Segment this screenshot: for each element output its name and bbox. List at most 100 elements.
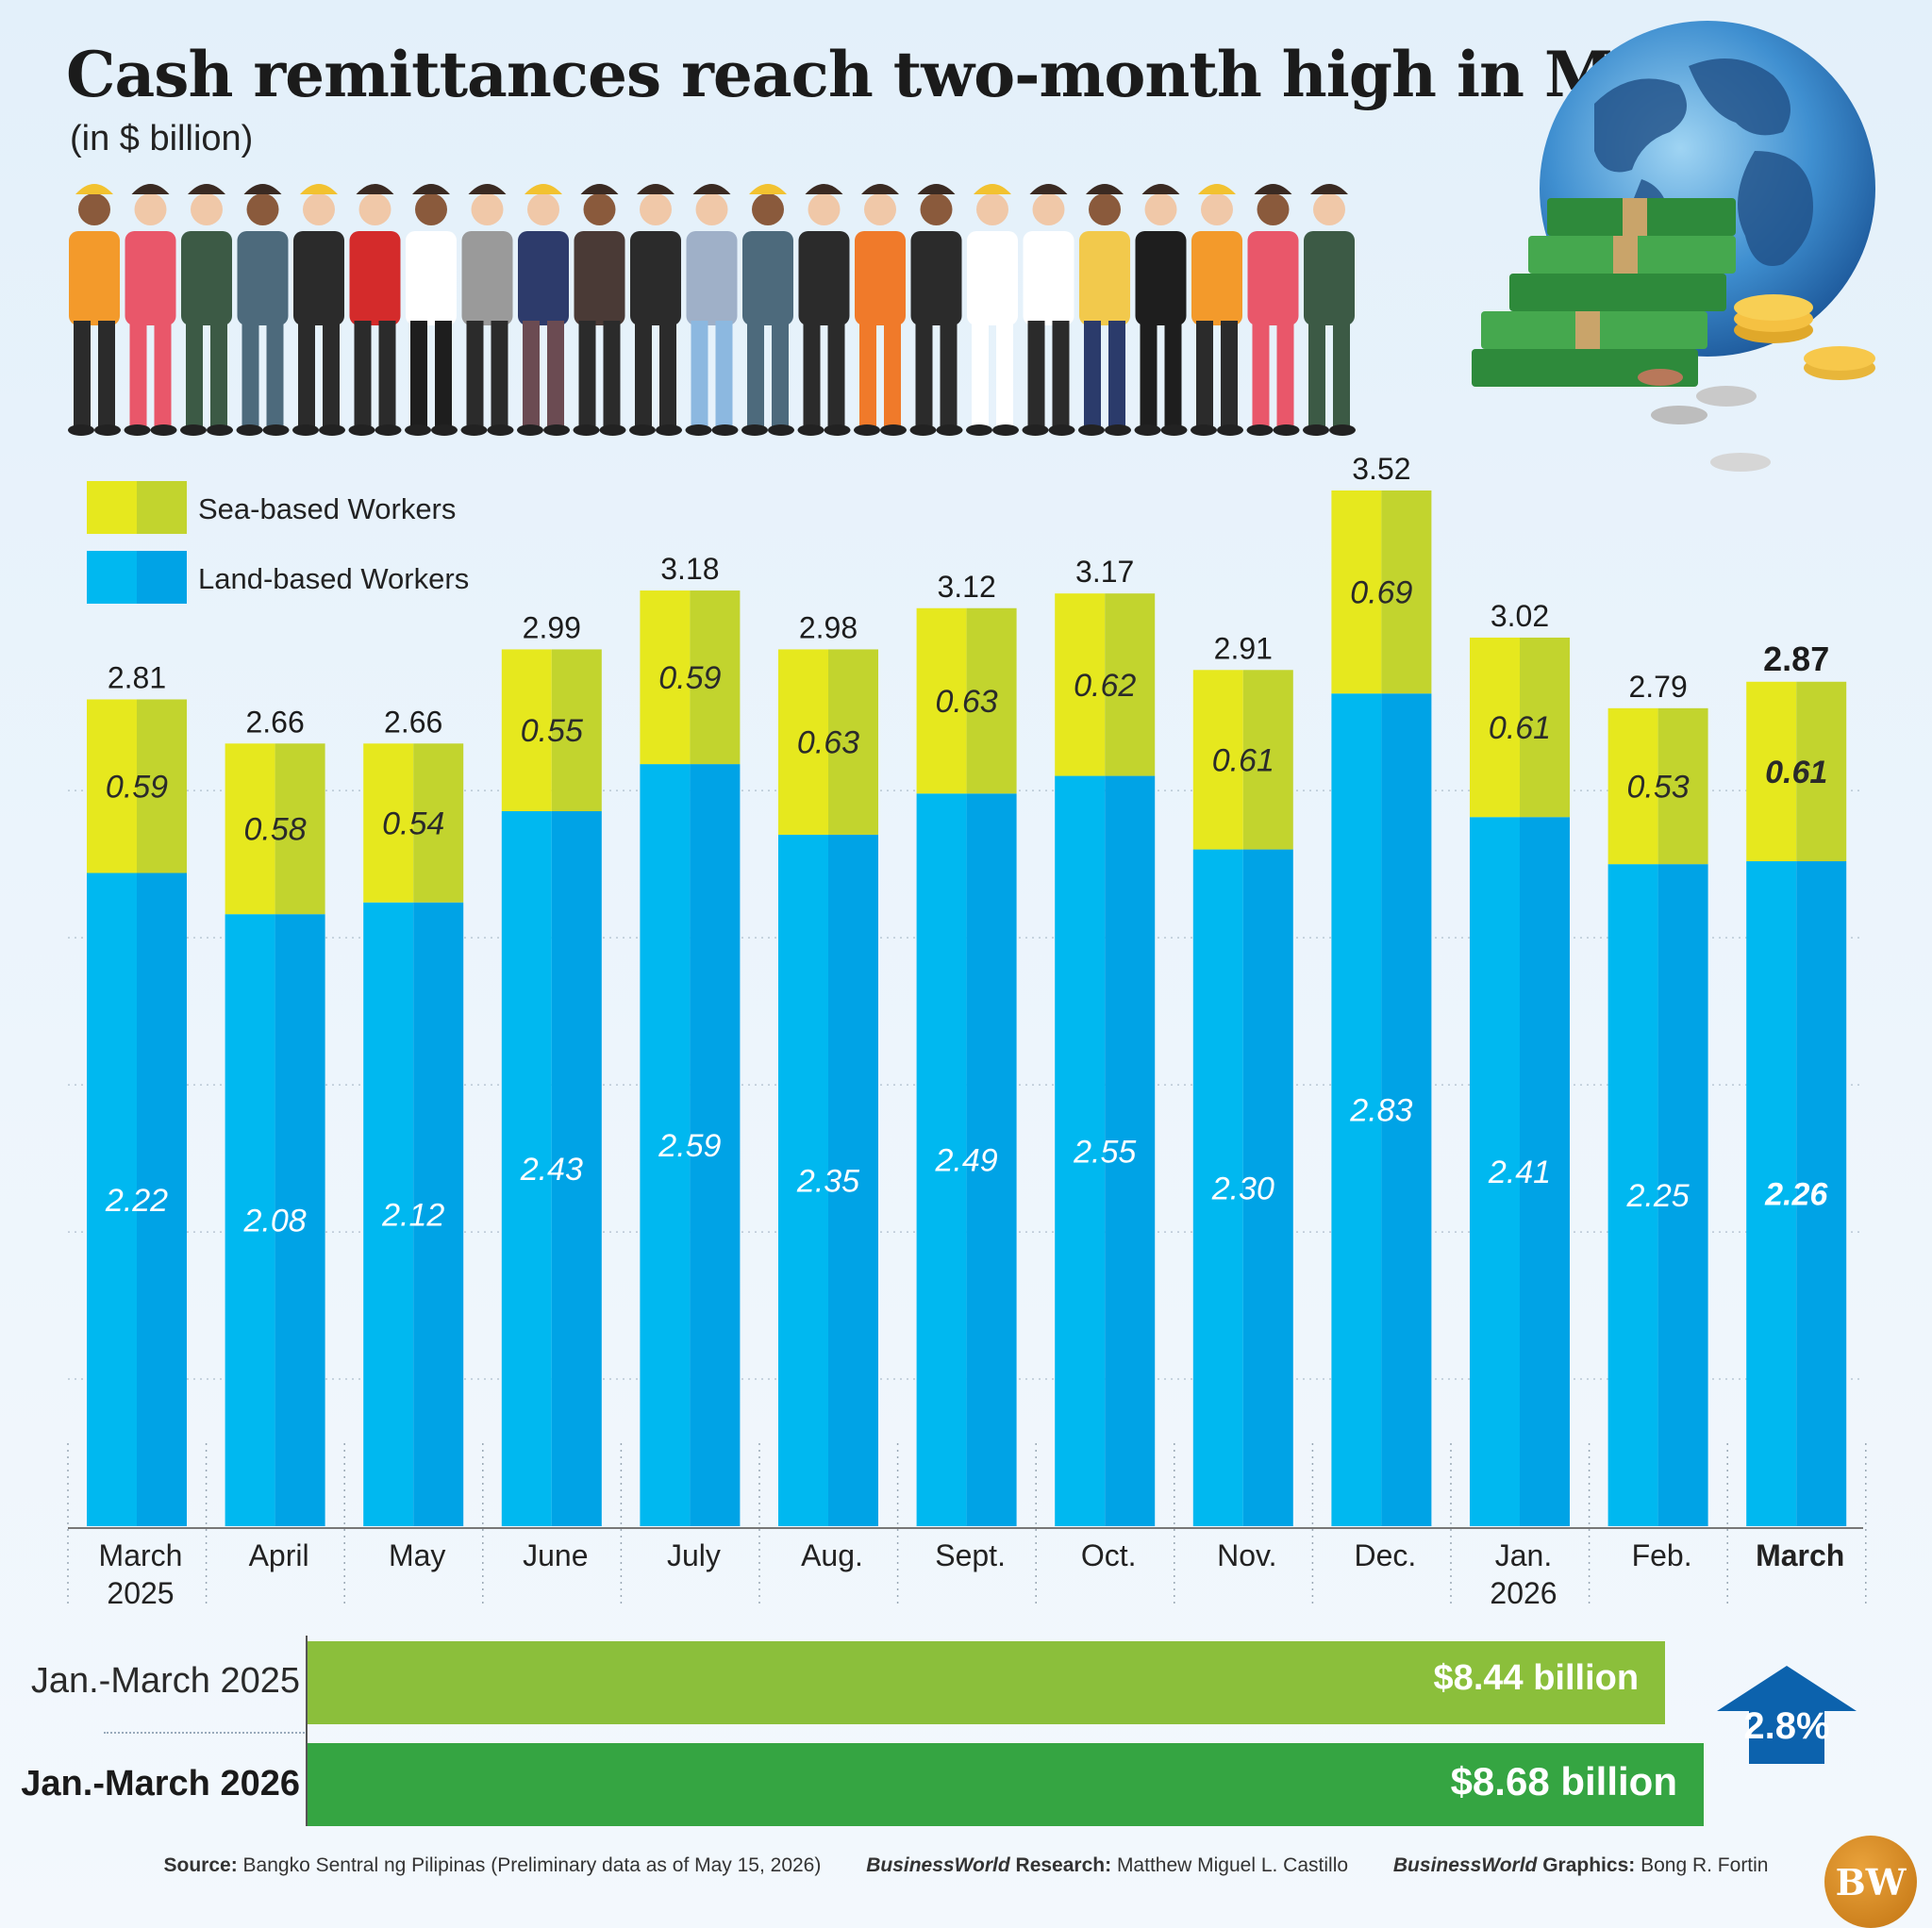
data-label-land: 2.43 (520, 1152, 583, 1188)
bar-sea-segment (1331, 490, 1382, 694)
worker-figure-icon (1303, 184, 1356, 436)
bar-land-shade (1242, 849, 1293, 1526)
businessworld-logo: BW (1824, 1836, 1917, 1928)
worker-figure-icon (685, 184, 739, 436)
bar-sea-segment (1746, 681, 1797, 862)
bar-sea-shade (1520, 637, 1570, 818)
data-label-total: 3.02 (1491, 599, 1549, 633)
source-label: Source: (163, 1854, 238, 1876)
bar-land-segment (501, 811, 552, 1526)
data-label-total: 2.66 (384, 705, 442, 739)
data-label-total: 2.87 (1763, 640, 1829, 678)
x-tick-label: June (523, 1538, 588, 1572)
bar-sea-shade (1242, 670, 1293, 850)
change-value: 2.8% (1743, 1705, 1830, 1747)
bar-land-shade (137, 873, 187, 1526)
research-brand: BusinessWorld (866, 1854, 1010, 1876)
data-label-total: 2.91 (1214, 631, 1273, 665)
bar-land-shade (551, 811, 602, 1526)
x-tick-label: March (1756, 1538, 1844, 1572)
data-label-land: 2.30 (1211, 1171, 1274, 1206)
bar-land-shade (690, 764, 741, 1526)
stacked-bar-chart: 2.22 0.59 2.81 2.08 0.58 2.66 2.12 0.54 2.66 2.43… (67, 452, 1867, 1610)
legend-swatch-sea (87, 481, 187, 534)
bar-land-shade (966, 793, 1017, 1526)
data-label-total: 3.17 (1075, 555, 1134, 589)
bar-sea-segment (1192, 670, 1243, 850)
data-label-sea: 0.63 (797, 725, 859, 761)
summary-axis-line (306, 1636, 308, 1826)
bar-sea-segment (501, 649, 552, 812)
graphics-brand: BusinessWorld (1392, 1854, 1538, 1876)
bar-sea-shade (413, 743, 464, 903)
worker-figure-icon (1246, 184, 1300, 436)
x-tick-label: Oct. (1081, 1538, 1137, 1572)
bar-sea-shade (551, 649, 602, 812)
bar-land-segment (1192, 849, 1243, 1526)
summary-divider (104, 1732, 308, 1734)
bar-land-segment (1470, 817, 1520, 1526)
bar-sea-segment (363, 743, 414, 903)
bar-sea-shade (1657, 707, 1708, 865)
worker-figure-icon (629, 184, 682, 436)
bar-land-segment (1746, 861, 1797, 1526)
worker-figure-icon (741, 184, 794, 436)
source-credits: Source: Bangko Sentral ng Pilipinas (Pre… (0, 1854, 1932, 1877)
legend-label-land: Land-based Workers (198, 562, 470, 595)
chart-bars (87, 490, 1847, 1526)
data-label-total: 3.52 (1352, 452, 1410, 486)
graphics-label: Graphics: (1542, 1854, 1636, 1876)
bar-sea-shade (275, 743, 325, 915)
summary-bar-2026: $8.68 billion (308, 1743, 1704, 1826)
worker-figure-icon (966, 184, 1019, 436)
data-label-land: 2.41 (1488, 1155, 1551, 1190)
x-tick-label: Feb. (1632, 1538, 1692, 1572)
worker-figure-icon (68, 184, 121, 436)
bar-sea-segment (87, 699, 137, 873)
worker-figure-icon (292, 184, 345, 436)
data-label-land: 2.83 (1349, 1093, 1412, 1129)
data-label-sea: 0.53 (1627, 769, 1690, 805)
data-label-land: 2.26 (1764, 1177, 1828, 1213)
data-label-land: 2.22 (105, 1183, 168, 1219)
data-label-sea: 0.61 (1489, 710, 1551, 746)
data-label-land: 2.55 (1073, 1134, 1136, 1170)
bar-sea-shade (137, 699, 187, 873)
bar-sea-shade (1796, 681, 1847, 862)
bar-land-segment (87, 873, 137, 1526)
chart-labels: 2.22 0.59 2.81 2.08 0.58 2.66 2.12 0.54 2.66 2.43… (105, 452, 1829, 1239)
worker-figure-icon (236, 184, 290, 436)
worker-figure-icon (1022, 184, 1075, 436)
x-tick-label: 2025 (107, 1576, 174, 1610)
worker-figure-icon (348, 184, 402, 436)
worker-figure-icon (1078, 184, 1131, 436)
legend-swatch-land (87, 551, 187, 604)
data-label-sea: 0.55 (521, 713, 583, 749)
bar-land-segment (778, 834, 828, 1526)
bar-land-shade (828, 834, 878, 1526)
legend-label-sea: Sea-based Workers (198, 492, 457, 525)
data-label-sea: 0.54 (382, 806, 444, 841)
data-label-total: 2.99 (523, 610, 581, 644)
bar-sea-shade (1381, 490, 1432, 694)
data-label-land: 2.35 (796, 1163, 859, 1199)
worker-figure-icon (1134, 184, 1188, 436)
x-tick-label: May (389, 1538, 445, 1572)
worker-figure-icon (797, 184, 851, 436)
bar-land-segment (1607, 864, 1658, 1526)
x-tick-label: April (249, 1538, 309, 1572)
up-arrow-icon (1717, 1666, 1857, 1764)
bar-sea-shade (828, 649, 878, 835)
bar-sea-shade (1105, 593, 1156, 776)
data-label-sea: 0.63 (936, 684, 998, 720)
summary-value-2026: $8.68 billion (1450, 1759, 1677, 1803)
worker-figure-icon (909, 184, 963, 436)
bar-sea-segment (225, 743, 275, 915)
x-tick-label: Sept. (935, 1538, 1006, 1572)
bar-land-shade (275, 914, 325, 1526)
x-tick-label: Aug. (801, 1538, 863, 1572)
bar-sea-segment (916, 607, 967, 794)
data-label-total: 3.18 (660, 552, 719, 586)
x-tick-label: July (667, 1538, 721, 1572)
bar-land-segment (225, 914, 275, 1526)
